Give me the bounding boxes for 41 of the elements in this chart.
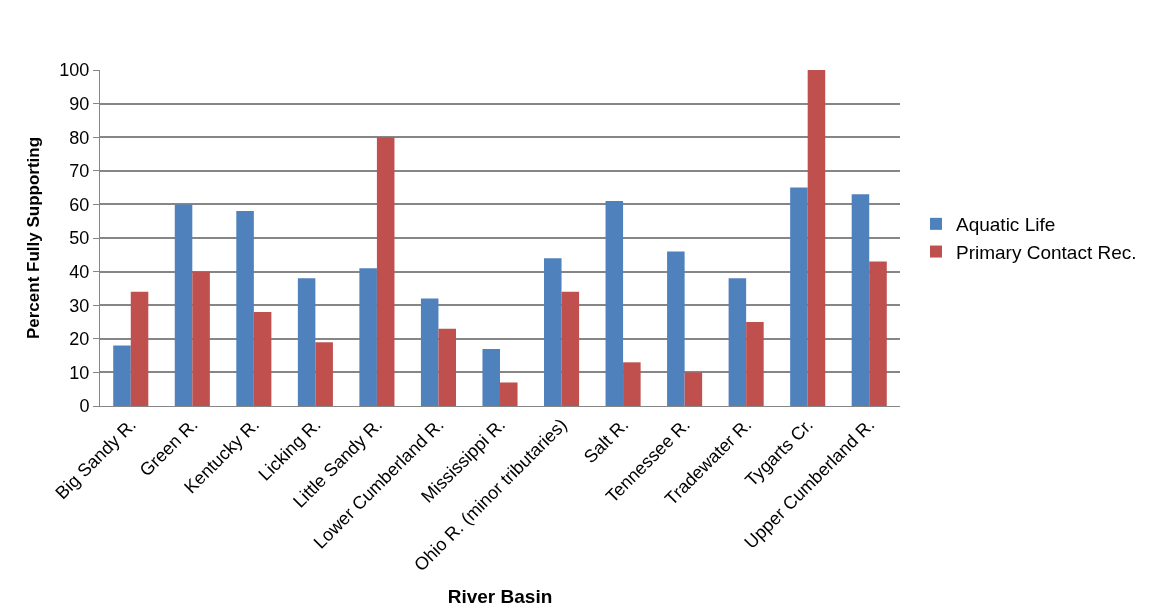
bar (420, 298, 439, 406)
legend-label: Primary Contact Rec. (956, 241, 1137, 263)
bar (746, 322, 764, 406)
bar (869, 261, 887, 406)
bar (297, 278, 316, 406)
y-tick-label: 0 (79, 396, 90, 417)
bar (500, 382, 518, 406)
bar (807, 70, 826, 406)
bar (605, 201, 624, 406)
y-tick-label: 90 (69, 93, 90, 114)
bar (544, 258, 562, 406)
y-tick-label: 10 (69, 362, 90, 383)
bar (253, 311, 272, 406)
bar (438, 328, 456, 406)
bar (174, 204, 193, 406)
bar (113, 345, 131, 406)
y-tick-label: 30 (69, 295, 90, 316)
x-axis-title: River Basin (447, 586, 553, 608)
y-tick-label: 60 (69, 194, 90, 215)
y-tick-label: 50 (69, 228, 90, 249)
bar (192, 271, 210, 406)
y-tick-label: 20 (69, 329, 90, 350)
bar (667, 251, 685, 406)
y-axis-title: Percent Fully Supporting (23, 136, 43, 340)
bar (482, 348, 500, 406)
y-tick-label: 40 (69, 261, 90, 282)
bar (851, 194, 870, 406)
bar (790, 187, 808, 406)
legend-label: Aquatic Life (956, 214, 1056, 236)
bar (376, 137, 395, 406)
bar (728, 278, 747, 406)
bar (130, 291, 149, 406)
bar (623, 362, 641, 406)
y-tick-label: 100 (59, 60, 90, 81)
bar (359, 268, 377, 406)
bar (236, 211, 254, 406)
y-tick-label: 80 (69, 127, 90, 148)
y-tick-label: 70 (69, 161, 90, 182)
bar (315, 342, 333, 406)
bar (561, 291, 580, 406)
bar (684, 372, 703, 406)
